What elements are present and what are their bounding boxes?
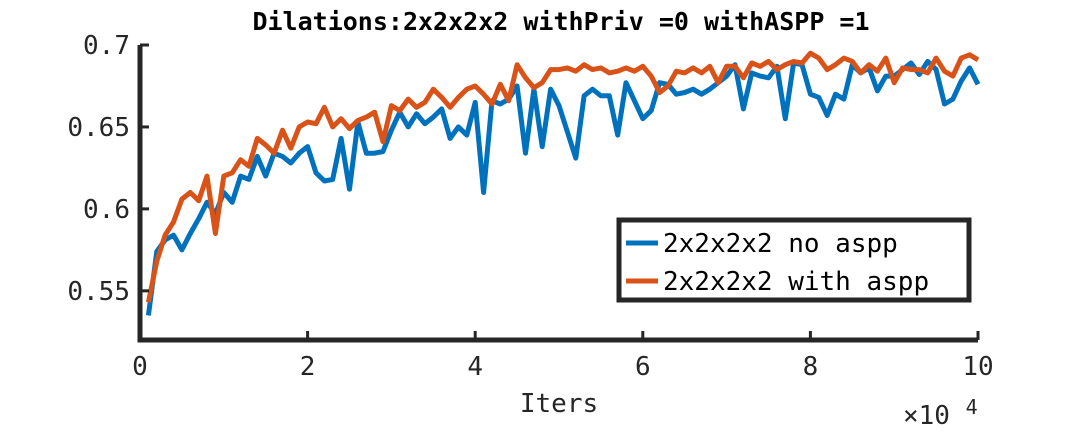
legend: 2x2x2x2 no aspp 2x2x2x2 with aspp — [616, 217, 972, 303]
x-tick-label: 2 — [300, 352, 316, 382]
y-axis: 0.55 0.6 0.65 0.7 — [67, 31, 149, 307]
y-tick-label: 0.6 — [83, 195, 130, 225]
chart-title: Dilations:2x2x2x2 withPriv =0 withASPP =… — [252, 7, 869, 36]
series-layer — [145, 50, 981, 316]
y-tick-label: 0.65 — [67, 113, 130, 143]
y-tick-label: 0.55 — [67, 277, 130, 307]
svg-text:×10 4: ×10 4 — [903, 395, 978, 431]
x-tick-label: 0 — [132, 352, 148, 382]
x-tick-label: 6 — [635, 352, 651, 382]
x-exponent-base: ×10 — [903, 401, 950, 431]
legend-label-no-aspp: 2x2x2x2 no aspp — [663, 229, 898, 259]
series-line-no-aspp — [145, 58, 981, 316]
x-tick-label: 8 — [803, 352, 819, 382]
y-tick-label: 0.7 — [83, 31, 130, 61]
x-axis: 0 2 4 6 8 10 — [132, 331, 994, 382]
series-line-with-aspp — [145, 50, 980, 303]
legend-label-with-aspp: 2x2x2x2 with aspp — [663, 267, 929, 297]
x-exponent-power: 4 — [966, 395, 978, 419]
plot-area: 0.55 0.6 0.65 0.7 0 2 4 6 8 10 — [67, 31, 993, 382]
x-tick-label: 4 — [467, 352, 483, 382]
legend-box — [616, 217, 972, 303]
x-exponent-label: ×10 4 — [903, 395, 978, 431]
x-axis-label: Iters — [520, 389, 598, 419]
x-tick-label: 10 — [962, 352, 993, 382]
